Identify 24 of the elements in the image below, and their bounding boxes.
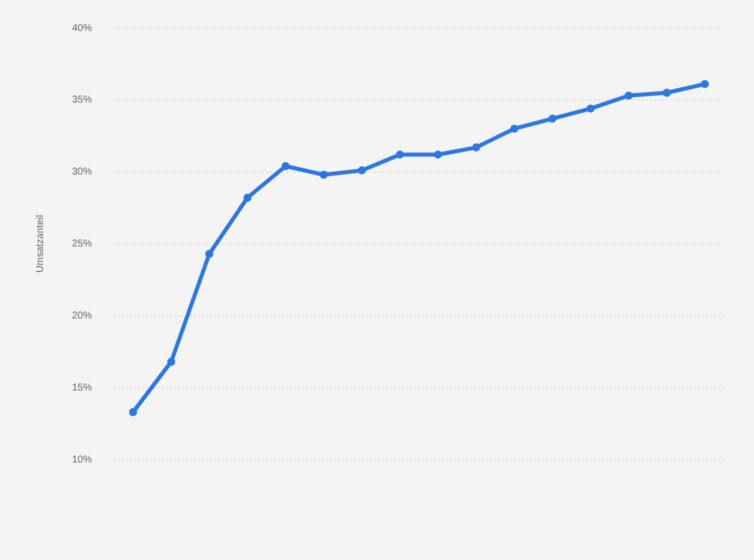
y-tick-label: 40% <box>72 22 92 34</box>
point <box>243 194 252 202</box>
y-axis-title: Umsatzanteil <box>34 214 46 273</box>
point <box>129 408 138 416</box>
y-tick-label: 25% <box>72 238 92 250</box>
point <box>320 170 328 179</box>
point <box>548 114 556 123</box>
point <box>358 166 366 174</box>
point <box>662 88 671 97</box>
y-tick-label: 15% <box>72 382 92 394</box>
point <box>396 150 404 159</box>
point <box>510 124 518 133</box>
y-tick-label: 10% <box>72 454 92 466</box>
y-tick-label: 35% <box>72 94 92 106</box>
point <box>472 143 480 152</box>
point <box>700 80 709 88</box>
point <box>586 104 595 113</box>
point <box>167 358 176 366</box>
y-tick-label: 30% <box>72 166 92 178</box>
point <box>624 92 633 100</box>
point <box>434 150 442 159</box>
point <box>205 250 214 258</box>
y-tick-label: 20% <box>72 310 92 322</box>
point <box>282 162 290 170</box>
